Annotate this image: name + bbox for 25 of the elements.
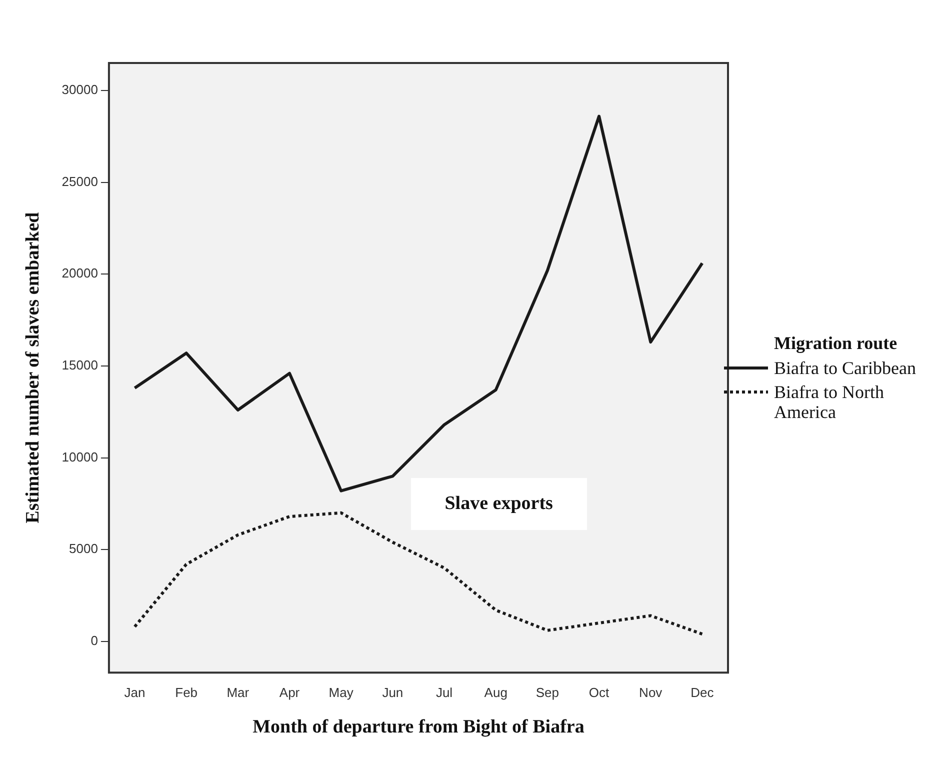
x-tick-label: Nov	[639, 684, 663, 700]
x-tick-label: Jul	[436, 684, 453, 700]
x-tick-label: Dec	[690, 684, 714, 700]
x-tick-label: Apr	[279, 684, 300, 700]
y-tick-label: 20000	[62, 266, 98, 281]
y-tick-label: 5000	[69, 541, 98, 556]
x-axis-title: Month of departure from Bight of Biafra	[252, 716, 585, 738]
x-tick-label: Mar	[226, 684, 250, 700]
y-tick-label: 0	[90, 632, 98, 648]
x-tick-label: Aug	[484, 684, 508, 700]
x-tick-label: Feb	[175, 684, 198, 700]
y-tick-label: 10000	[62, 449, 98, 464]
y-tick-label: 30000	[62, 82, 98, 98]
line-series	[133, 511, 704, 636]
x-tick-label: Jan	[124, 684, 146, 700]
y-tick-label: 25000	[62, 174, 98, 189]
y-tick-label: 15000	[62, 358, 98, 373]
x-tick-label: Jun	[382, 684, 404, 700]
y-axis-title: Estimated number of slaves embarked	[22, 212, 44, 524]
legend-label: Biafra to Caribbean	[774, 358, 916, 378]
x-tick-label: Sep	[536, 684, 560, 700]
x-tick-label: May	[328, 684, 354, 700]
legend-label: Biafra to North America	[774, 382, 885, 422]
legend-title: Migration route	[774, 333, 898, 354]
x-tick-label: Oct	[588, 684, 610, 700]
